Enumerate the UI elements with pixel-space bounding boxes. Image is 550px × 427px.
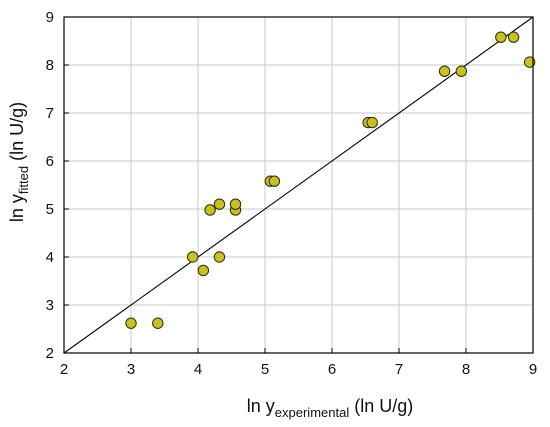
y-tick-labels: 2 3 4 5 6 7 8 9 bbox=[46, 9, 54, 362]
data-point bbox=[523, 56, 536, 68]
y-tick-label: 2 bbox=[46, 345, 54, 362]
data-point bbox=[197, 264, 210, 277]
data-point bbox=[125, 317, 137, 329]
data-point bbox=[152, 317, 164, 329]
x-tick-label: 4 bbox=[194, 361, 202, 378]
data-point bbox=[268, 175, 281, 187]
identity-line bbox=[63, 16, 534, 354]
x-axis-label: ln yexperimental (ln U/g) bbox=[247, 396, 413, 420]
x-tick-label: 6 bbox=[328, 361, 336, 378]
x-tick-label: 5 bbox=[261, 361, 269, 378]
reference-line-layer bbox=[63, 16, 534, 354]
data-point bbox=[507, 31, 520, 43]
data-point bbox=[438, 65, 451, 77]
data-point bbox=[495, 31, 507, 43]
points-layer bbox=[125, 31, 536, 329]
data-point bbox=[204, 204, 216, 216]
y-tick-label: 7 bbox=[46, 105, 54, 122]
y-axis-label-suffix: (ln U/g) bbox=[7, 102, 27, 166]
y-tick-label: 4 bbox=[46, 249, 54, 266]
y-tick-label: 6 bbox=[46, 153, 54, 170]
y-tick-label: 8 bbox=[46, 57, 54, 74]
y-axis-label-prefix: ln y bbox=[7, 194, 27, 222]
x-tick-label: 2 bbox=[60, 361, 68, 378]
data-point bbox=[186, 251, 199, 263]
x-tick-label: 8 bbox=[462, 361, 470, 378]
y-tick-label: 5 bbox=[46, 201, 54, 218]
data-point bbox=[213, 251, 226, 263]
data-point bbox=[366, 116, 378, 129]
y-axis-label-subscript: fitted bbox=[16, 166, 31, 194]
plot-frame bbox=[63, 16, 534, 354]
x-tick-labels: 2 3 4 5 6 7 8 9 bbox=[60, 361, 537, 378]
x-tick-label: 3 bbox=[127, 361, 135, 378]
y-tick-label: 9 bbox=[46, 9, 54, 26]
x-axis-label-subscript: experimental bbox=[275, 405, 350, 420]
x-tick-label: 9 bbox=[529, 361, 537, 378]
x-axis-label-prefix: ln y bbox=[247, 396, 275, 416]
y-axis-label: ln yfitted (ln U/g) bbox=[7, 102, 31, 222]
y-tick-label: 3 bbox=[46, 297, 54, 314]
x-axis-label-suffix: (ln U/g) bbox=[349, 396, 413, 416]
x-tick-label: 7 bbox=[395, 361, 403, 378]
data-point bbox=[213, 198, 226, 210]
frame-layer bbox=[63, 16, 534, 354]
data-point bbox=[455, 65, 468, 77]
data-point bbox=[229, 198, 242, 210]
